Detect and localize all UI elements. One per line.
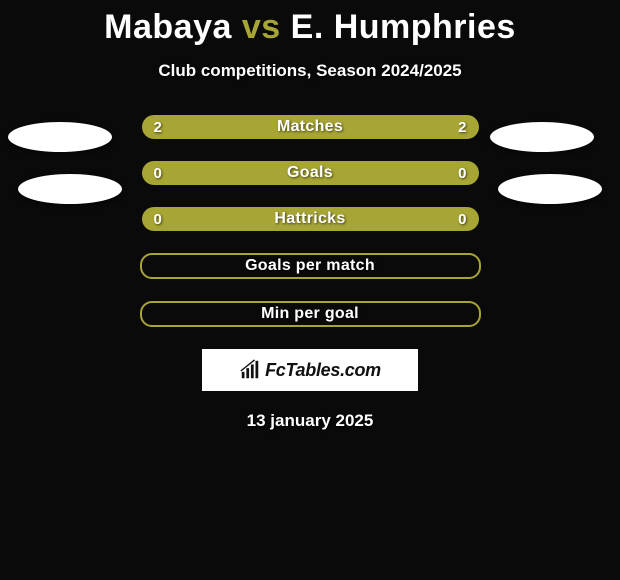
chart-icon xyxy=(239,359,261,381)
vs-text: vs xyxy=(242,8,281,46)
stat-left-value: 0 xyxy=(154,161,162,185)
stat-label: Min per goal xyxy=(261,305,359,323)
stat-label: Matches xyxy=(277,118,343,136)
comparison-card: Mabaya vs E. Humphries Club competitions… xyxy=(0,0,620,580)
player2-name: E. Humphries xyxy=(291,8,516,46)
player1-name: Mabaya xyxy=(104,8,232,46)
stat-left-value: 0 xyxy=(154,207,162,231)
stat-right-value: 0 xyxy=(458,161,466,185)
decoration-ellipse xyxy=(8,122,112,152)
stat-row-matches: 2 Matches 2 xyxy=(142,115,479,139)
stat-label: Goals per match xyxy=(245,257,375,275)
page-title: Mabaya vs E. Humphries xyxy=(0,0,620,47)
stat-row-goals: 0 Goals 0 xyxy=(142,161,479,185)
decoration-ellipse xyxy=(498,174,602,204)
stat-left-value: 2 xyxy=(154,115,162,139)
subtitle: Club competitions, Season 2024/2025 xyxy=(0,61,620,81)
stat-right-value: 2 xyxy=(458,115,466,139)
stat-label: Hattricks xyxy=(274,210,345,228)
brand-badge: FcTables.com xyxy=(202,349,418,391)
stat-row-mpg: Min per goal xyxy=(140,301,481,327)
decoration-ellipse xyxy=(18,174,122,204)
stat-label: Goals xyxy=(287,164,333,182)
stat-row-hattricks: 0 Hattricks 0 xyxy=(142,207,479,231)
stat-row-gpm: Goals per match xyxy=(140,253,481,279)
stat-right-value: 0 xyxy=(458,207,466,231)
brand-text: FcTables.com xyxy=(265,360,381,381)
date-text: 13 january 2025 xyxy=(0,411,620,431)
decoration-ellipse xyxy=(490,122,594,152)
